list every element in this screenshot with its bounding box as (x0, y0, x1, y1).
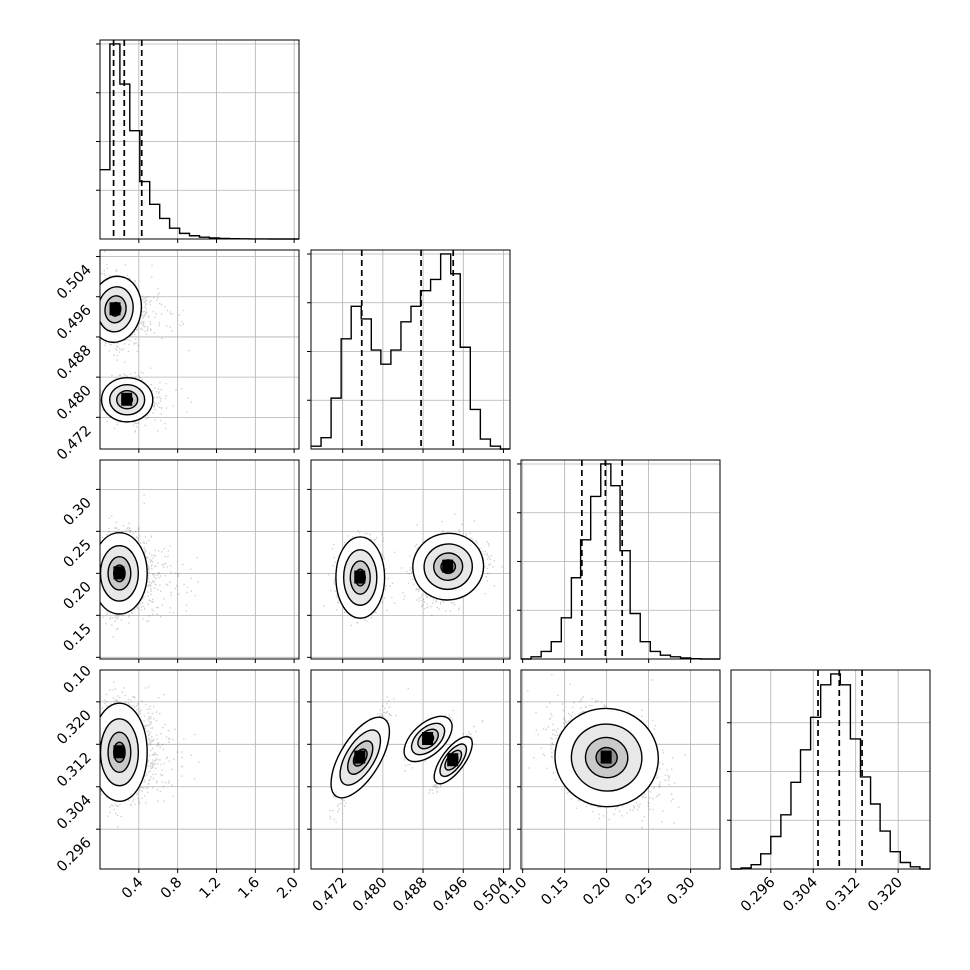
density-peak (422, 731, 434, 745)
x-tick-label: 0.304 (780, 875, 821, 916)
x-tick-label: 1.2 (197, 875, 225, 903)
histogram-step (521, 463, 720, 660)
density-panel-5 (307, 669, 511, 873)
density-peak (109, 302, 121, 316)
density-peak (113, 566, 125, 580)
x-tick-label: 0.320 (865, 875, 906, 916)
x-tick-label: 0.496 (430, 875, 471, 916)
x-tick-label: 0.20 (580, 875, 614, 909)
density-peak (354, 750, 366, 764)
x-tick-label: 0.30 (664, 875, 698, 909)
x-tick-labels-3: 0.10 0.15 0.20 0.25 0.30 (496, 875, 698, 909)
hist-panel-2 (307, 249, 511, 453)
y-tick-label: 0.472 (54, 423, 95, 464)
hist-panel-3 (517, 459, 721, 663)
y-tick-label: 0.504 (54, 262, 95, 303)
axes-frame (310, 669, 511, 870)
y-tick-label: 0.15 (61, 621, 95, 655)
x-tick-label: 0.25 (622, 875, 656, 909)
x-tick-label: 1.6 (236, 875, 264, 903)
x-tick-labels-4: 0.296 0.304 0.312 0.320 (738, 875, 906, 916)
histogram-step (311, 253, 510, 450)
density-peak (442, 559, 454, 573)
density-panel-4 (307, 459, 511, 663)
x-tick-label: 0.472 (310, 875, 351, 916)
hist-panel-4 (727, 669, 931, 873)
y-tick-label: 0.488 (54, 342, 95, 383)
axes-frame (310, 249, 511, 450)
density-peak (113, 745, 125, 759)
axes-frame (520, 459, 721, 660)
axes-frame (99, 39, 300, 240)
x-tick-label: 2.0 (274, 875, 302, 903)
y-tick-label: 0.10 (61, 663, 95, 697)
y-tick-label: 0.20 (61, 579, 95, 613)
y-tick-label: 0.304 (54, 792, 95, 833)
y-tick-label: 0.296 (54, 835, 95, 876)
density-peak (447, 753, 459, 767)
density-panel-6 (517, 669, 721, 873)
hist-panel-1 (96, 39, 300, 243)
y-tick-label: 0.496 (54, 302, 95, 343)
y-tick-label: 0.25 (61, 537, 95, 571)
x-tick-label: 0.312 (823, 875, 864, 916)
x-tick-label: 0.8 (158, 875, 186, 903)
density-peak (600, 750, 612, 764)
axes-frame (99, 249, 300, 450)
x-tick-label: 0.488 (390, 875, 431, 916)
x-tick-labels-1: 0.4 0.8 1.2 1.6 2.0 (119, 875, 302, 903)
axes-frame (99, 669, 300, 870)
axes-frame (99, 459, 300, 660)
y-tick-label: 0.312 (54, 750, 95, 791)
density-peak (354, 570, 366, 584)
x-tick-label: 0.15 (538, 875, 572, 909)
y-tick-label: 0.30 (61, 495, 95, 529)
histogram-step (731, 673, 930, 870)
y-tick-label: 0.320 (54, 707, 95, 748)
x-tick-label: 0.480 (350, 875, 391, 916)
axes-frame (730, 669, 931, 870)
axes-frame (520, 669, 721, 870)
y-tick-label: 0.480 (54, 383, 95, 424)
x-tick-label: 0.4 (119, 875, 147, 903)
density-peak (121, 392, 133, 406)
x-tick-label: 0.296 (738, 875, 779, 916)
x-tick-labels-2: 0.472 0.480 0.488 0.496 0.504 (310, 875, 511, 916)
density-panel-2: 0.10 0.15 0.20 0.25 0.30 (61, 459, 300, 697)
axes-frame (310, 459, 511, 660)
